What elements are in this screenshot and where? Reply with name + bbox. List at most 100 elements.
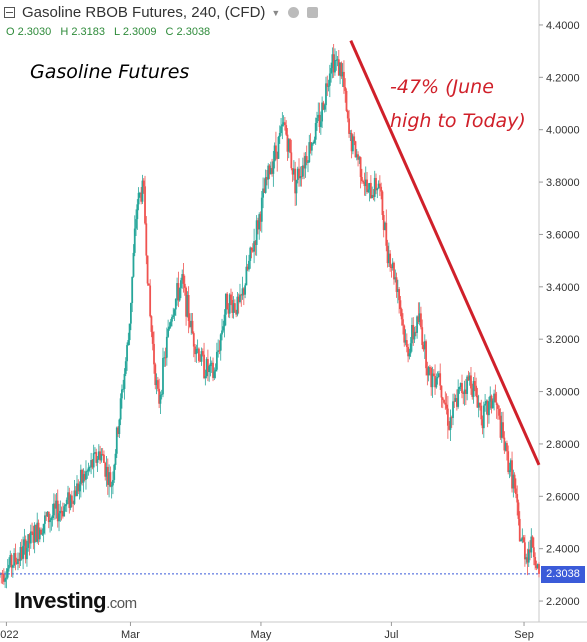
candle-body xyxy=(434,376,436,388)
candle-body xyxy=(417,316,420,322)
candle-body xyxy=(387,253,390,264)
candle-body xyxy=(180,280,182,289)
candle-body xyxy=(88,467,91,468)
candle-body xyxy=(363,182,366,187)
candle-body xyxy=(414,331,417,333)
candle-body xyxy=(438,373,440,378)
candle-body xyxy=(208,366,211,373)
chevron-down-icon[interactable]: ▼ xyxy=(271,7,281,18)
candle-body xyxy=(33,525,36,543)
candle-body xyxy=(85,471,87,480)
candle-body xyxy=(407,347,409,357)
candle-body xyxy=(240,294,243,296)
candle-body xyxy=(515,488,517,495)
candle-body xyxy=(281,124,284,127)
y-tick-label: 3.8000 xyxy=(546,177,580,189)
candle-body xyxy=(163,357,166,359)
candle-body xyxy=(357,154,359,160)
candle-body xyxy=(430,368,433,388)
candle-body xyxy=(100,454,103,461)
candle-body xyxy=(301,165,304,177)
candle-body xyxy=(421,327,424,345)
candle-body xyxy=(403,325,406,343)
candle-body xyxy=(413,331,416,340)
candle-body xyxy=(128,323,131,341)
candle-body xyxy=(412,325,415,340)
candle-body xyxy=(201,351,204,355)
candle-body xyxy=(393,262,395,280)
candle-body xyxy=(475,385,478,396)
x-tick-label: Sep xyxy=(514,629,534,641)
candle-body xyxy=(226,293,229,310)
candle-body xyxy=(345,90,348,111)
candle-body xyxy=(231,299,234,313)
candle-body xyxy=(144,186,146,224)
candle-body xyxy=(359,157,362,177)
candle-body xyxy=(396,289,399,292)
candle-body xyxy=(400,309,403,320)
candle-body xyxy=(481,419,484,429)
close-value: C 2.3038 xyxy=(165,26,211,38)
candle-body xyxy=(497,405,499,409)
gear-icon[interactable] xyxy=(307,7,319,18)
candle-body xyxy=(480,405,483,420)
candle-body xyxy=(248,260,250,270)
collapse-icon[interactable] xyxy=(4,7,15,18)
candle-body xyxy=(344,87,347,91)
candle-body xyxy=(488,401,490,416)
candle-body xyxy=(277,136,280,159)
candle-body xyxy=(321,102,324,122)
candle-body xyxy=(9,555,12,565)
candle-body xyxy=(384,222,386,231)
candle-body xyxy=(310,143,313,151)
candle-body xyxy=(110,485,113,487)
candle-body xyxy=(40,529,42,535)
candle-body xyxy=(269,168,272,175)
trend-line xyxy=(349,40,541,466)
y-tick-label: 2.4000 xyxy=(546,544,580,556)
candle-body xyxy=(286,134,289,152)
candle-body xyxy=(74,490,77,497)
eye-icon[interactable] xyxy=(288,7,300,18)
candle-body xyxy=(290,152,293,169)
candle-body xyxy=(90,460,93,468)
candle-body xyxy=(431,373,434,388)
candle-body xyxy=(97,451,100,460)
candle-body xyxy=(422,344,425,350)
candle-body xyxy=(439,373,442,386)
investing-logo: Investing.com xyxy=(14,588,137,614)
candle-body xyxy=(358,157,361,160)
candle-body xyxy=(314,123,317,140)
candle-body xyxy=(444,402,447,405)
candle-body xyxy=(323,105,326,110)
candle-body xyxy=(38,529,41,540)
candle-body xyxy=(159,394,162,404)
candle-body xyxy=(24,539,27,560)
candle-body xyxy=(525,557,528,560)
candle-body xyxy=(352,136,354,152)
candle-body xyxy=(218,350,221,352)
candle-body xyxy=(23,539,26,546)
candle-body xyxy=(523,542,526,560)
candle-body xyxy=(298,168,300,179)
candle-body xyxy=(485,401,488,404)
candle-body xyxy=(416,316,418,333)
candle-body xyxy=(526,557,529,563)
candle-body xyxy=(245,266,248,286)
candle-body xyxy=(458,387,461,390)
candle-body xyxy=(19,546,22,561)
candle-body xyxy=(263,188,266,193)
candle-body xyxy=(295,180,298,194)
candle-body xyxy=(145,223,148,256)
candle-body xyxy=(213,371,216,378)
candle-body xyxy=(133,228,136,253)
candle-body xyxy=(147,283,150,286)
candle-body xyxy=(340,62,343,77)
candle-body xyxy=(185,287,187,317)
candle-body xyxy=(390,266,393,269)
annotation-line-2: high to Today) xyxy=(390,110,526,132)
candle-body xyxy=(141,180,144,202)
candle-body xyxy=(285,125,288,135)
